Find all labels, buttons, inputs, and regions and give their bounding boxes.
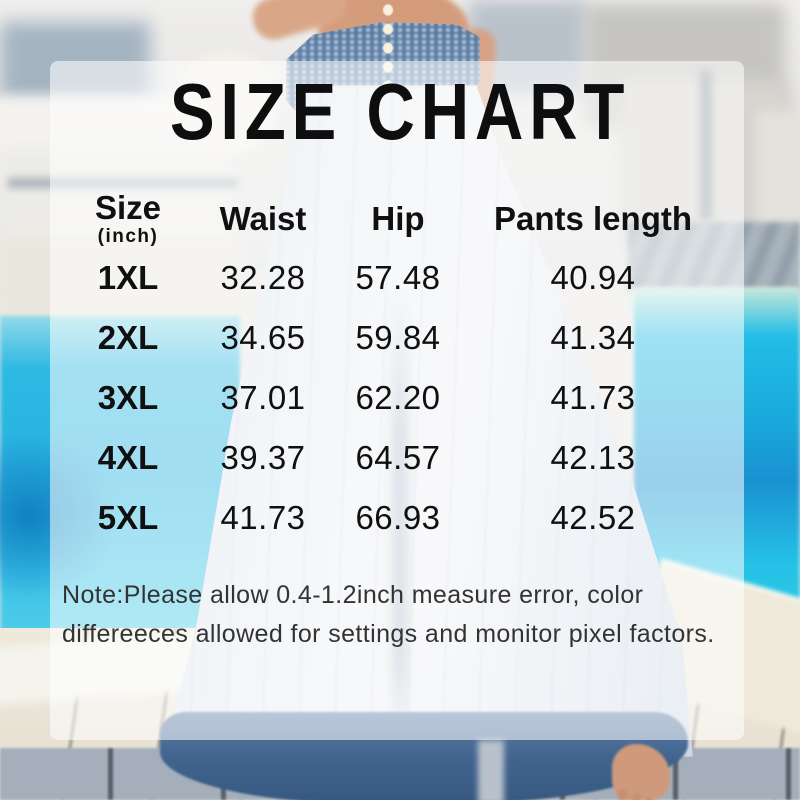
length-value: 41.34	[550, 319, 636, 356]
header-hip: Hip	[371, 199, 425, 237]
size-cell: 2XL	[97, 319, 159, 356]
size-table: Size (inch) Waist Hip Pants length 1XL 3…	[58, 188, 718, 548]
header-waist: Waist	[219, 199, 307, 237]
header-size: Size (inch)	[95, 191, 161, 246]
translucent-panel	[50, 61, 744, 740]
hip-value: 57.48	[355, 259, 441, 296]
note-line-2: differeeces allowed for settings and mon…	[62, 620, 715, 648]
waist-value: 32.28	[220, 259, 306, 296]
chart-title: SIZE CHART	[169, 67, 631, 156]
length-value: 41.73	[550, 379, 636, 416]
note-text: Note:Please allow 0.4-1.2inch measure er…	[62, 576, 752, 654]
size-cell: 1XL	[97, 259, 159, 296]
size-cell: 5XL	[97, 499, 159, 536]
size-cell: 4XL	[97, 439, 159, 476]
hip-value: 59.84	[355, 319, 441, 356]
header-size-label: Size	[94, 188, 162, 226]
hip-value: 62.20	[355, 379, 441, 416]
model-foot	[612, 744, 670, 800]
waist-value: 39.37	[220, 439, 306, 476]
length-value: 40.94	[550, 259, 636, 296]
waist-value: 41.73	[220, 499, 306, 536]
hip-value: 64.57	[355, 439, 441, 476]
length-value: 42.13	[550, 439, 636, 476]
header-pants-length: Pants length	[493, 199, 693, 237]
waist-value: 34.65	[220, 319, 306, 356]
length-value: 42.52	[550, 499, 636, 536]
hip-value: 66.93	[355, 499, 441, 536]
note-line-1: Note:Please allow 0.4-1.2inch measure er…	[62, 581, 644, 609]
waist-value: 37.01	[220, 379, 306, 416]
size-cell: 3XL	[97, 379, 159, 416]
header-size-unit: (inch)	[97, 225, 159, 247]
